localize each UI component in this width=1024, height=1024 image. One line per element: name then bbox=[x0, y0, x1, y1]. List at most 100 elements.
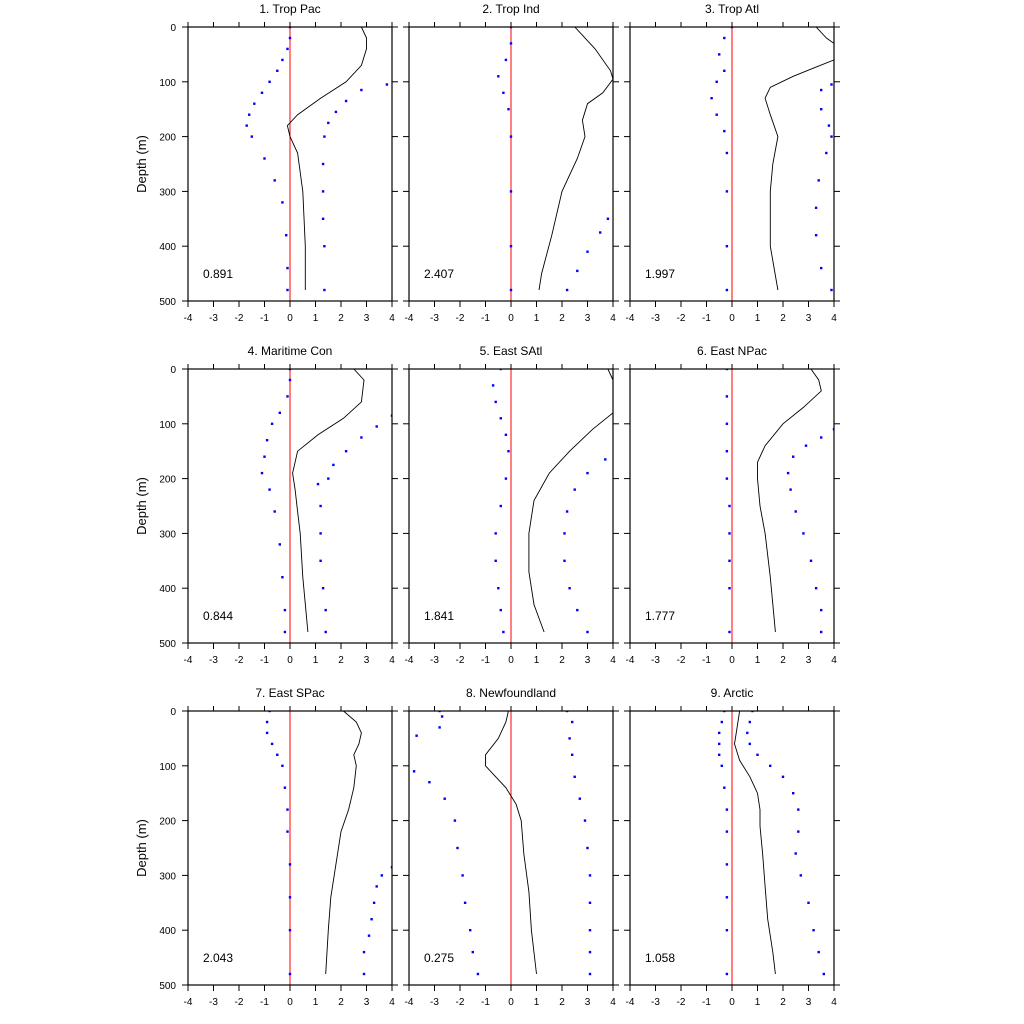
panel-title: 4. Maritime Con bbox=[248, 344, 333, 358]
solid-line-series bbox=[528, 412, 613, 633]
series-group bbox=[497, 27, 613, 292]
y-tick-label: 500 bbox=[159, 981, 176, 992]
panel-9: -4 -3 -2 -1 0 1 2 3 4 9. Arctic 1.058 bbox=[624, 686, 840, 1008]
y-tick-label: 100 bbox=[159, 78, 176, 89]
dot-point bbox=[814, 234, 818, 237]
dot-point bbox=[748, 720, 751, 724]
dot-point bbox=[786, 471, 790, 475]
dot-point bbox=[728, 630, 731, 634]
x-tick-label: -2 bbox=[677, 997, 686, 1008]
x-tick-label: 4 bbox=[610, 655, 616, 666]
x-tick-label: 0 bbox=[508, 655, 514, 666]
dot-point bbox=[283, 608, 287, 612]
dot-point bbox=[375, 885, 378, 888]
x-tick-label: 1 bbox=[755, 655, 761, 666]
x-tick-label: -4 bbox=[184, 997, 193, 1008]
dot-point bbox=[781, 775, 785, 778]
x-tick-label: 1 bbox=[534, 655, 540, 666]
panel-value-label: 0.844 bbox=[203, 609, 233, 623]
x-tick-label: -3 bbox=[209, 655, 218, 666]
x-tick-label: 1 bbox=[755, 997, 761, 1008]
dot-point bbox=[792, 455, 795, 458]
dot-point bbox=[276, 753, 279, 756]
panel-value-label: 0.275 bbox=[424, 951, 454, 965]
dot-point bbox=[725, 190, 729, 193]
dot-point bbox=[288, 36, 292, 40]
dot-point bbox=[509, 42, 513, 45]
x-tick-label: 1 bbox=[534, 313, 540, 324]
dot-point bbox=[725, 477, 729, 480]
dot-point bbox=[428, 781, 431, 784]
x-tick-label: -2 bbox=[456, 313, 465, 324]
dot-point bbox=[509, 190, 513, 193]
dot-point bbox=[463, 901, 467, 904]
dot-point bbox=[319, 559, 322, 562]
dot-point bbox=[327, 121, 330, 125]
dot-point bbox=[820, 108, 823, 111]
dot-point bbox=[268, 80, 271, 83]
dot-point bbox=[794, 852, 797, 855]
y-tick-label: 500 bbox=[159, 297, 176, 308]
dot-point bbox=[438, 726, 441, 729]
series-group bbox=[491, 369, 613, 634]
y-tick-label: 0 bbox=[170, 707, 176, 718]
dot-point bbox=[288, 929, 292, 932]
solid-line-series bbox=[292, 369, 365, 633]
dot-point bbox=[286, 47, 289, 51]
series-group bbox=[710, 27, 834, 292]
x-tick-label: -2 bbox=[456, 997, 465, 1008]
x-tick-label: -1 bbox=[481, 655, 490, 666]
dot-point bbox=[718, 753, 721, 756]
x-tick-label: -2 bbox=[235, 655, 244, 666]
dot-point bbox=[283, 786, 287, 789]
dot-point bbox=[385, 83, 389, 86]
y-tick-label: 0 bbox=[170, 23, 176, 34]
x-tick-label: -4 bbox=[626, 655, 635, 666]
panel-title: 9. Arctic bbox=[711, 686, 754, 700]
dot-point bbox=[494, 400, 497, 404]
dot-point bbox=[440, 715, 444, 718]
dot-point bbox=[565, 510, 569, 513]
x-tick-label: 2 bbox=[338, 997, 344, 1008]
dot-point bbox=[588, 950, 592, 954]
dot-point bbox=[820, 88, 823, 92]
dot-point bbox=[822, 972, 825, 976]
y-tick-label: 400 bbox=[159, 584, 176, 595]
dot-point bbox=[324, 608, 327, 612]
x-tick-label: 0 bbox=[729, 997, 735, 1008]
series-group bbox=[718, 711, 825, 976]
y-tick-label: 200 bbox=[159, 817, 176, 828]
dot-point bbox=[273, 179, 276, 182]
x-tick-label: -2 bbox=[235, 997, 244, 1008]
x-tick-label: 3 bbox=[806, 655, 812, 666]
dot-point bbox=[281, 576, 284, 579]
x-tick-label: 3 bbox=[585, 655, 591, 666]
series-group bbox=[725, 369, 834, 634]
dot-point bbox=[360, 436, 363, 439]
dot-point bbox=[830, 83, 833, 86]
x-tick-label: -1 bbox=[260, 997, 269, 1008]
dot-point bbox=[499, 504, 502, 508]
x-tick-label: -1 bbox=[702, 997, 711, 1008]
dot-point bbox=[509, 245, 513, 248]
dot-point bbox=[814, 206, 818, 209]
dot-point bbox=[563, 559, 566, 562]
dot-point bbox=[573, 775, 576, 778]
x-tick-label: 4 bbox=[610, 997, 616, 1008]
dot-point bbox=[494, 532, 497, 535]
x-tick-label: -3 bbox=[651, 313, 660, 324]
x-tick-label: -2 bbox=[235, 313, 244, 324]
solid-line-series bbox=[734, 711, 776, 975]
dot-point bbox=[725, 972, 729, 976]
dot-point bbox=[571, 720, 574, 724]
panel-6: -4 -3 -2 -1 0 1 2 3 4 6. East NPac 1.777 bbox=[624, 344, 840, 666]
panel-8: -4 -3 -2 -1 0 1 2 3 4 8. Newfoundland 0.275 bbox=[403, 686, 619, 1008]
dot-point bbox=[825, 151, 828, 155]
dot-point bbox=[725, 808, 729, 811]
y-tick-label: 300 bbox=[159, 529, 176, 540]
dot-point bbox=[286, 395, 289, 398]
dot-point bbox=[286, 266, 289, 270]
dot-point bbox=[568, 587, 571, 590]
y-tick-label: 200 bbox=[159, 475, 176, 486]
dot-point bbox=[456, 846, 459, 850]
